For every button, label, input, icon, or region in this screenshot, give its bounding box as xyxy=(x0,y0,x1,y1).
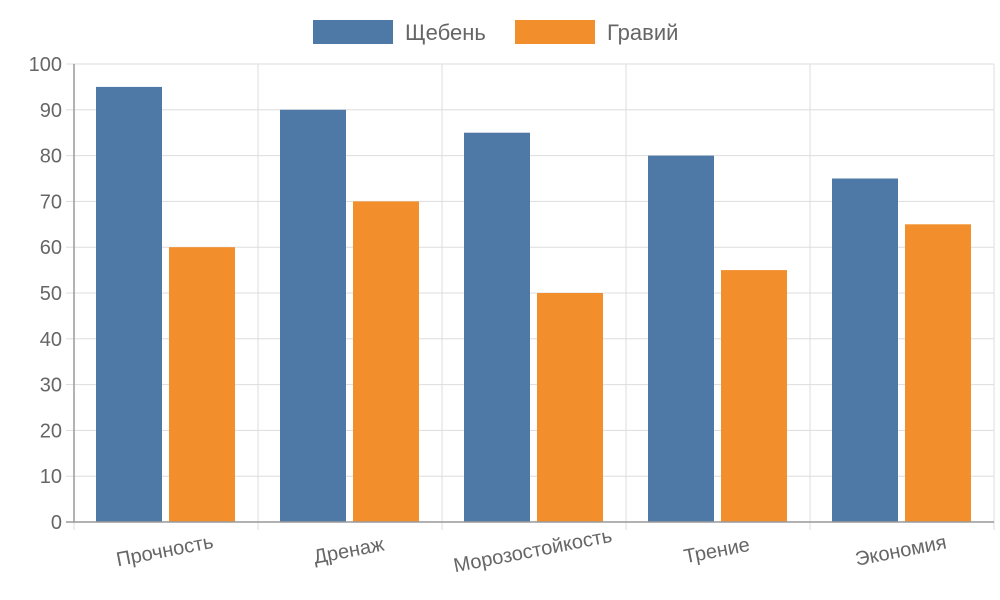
bar-series2-3 xyxy=(721,270,787,522)
y-tick-label: 10 xyxy=(40,466,62,488)
bar-series1-0 xyxy=(96,86,162,523)
y-tick-label: 60 xyxy=(40,237,62,259)
y-tick-label: 100 xyxy=(29,54,62,76)
bar-series1-4 xyxy=(832,178,898,522)
bar-series1-2 xyxy=(464,132,530,522)
x-tick-label: Морозостойкость xyxy=(452,525,614,577)
bar-series1-3 xyxy=(648,155,714,522)
bar-series2-2 xyxy=(537,293,603,522)
axes xyxy=(66,64,994,523)
y-tick-label: 40 xyxy=(40,329,62,351)
bar-series2-1 xyxy=(353,201,419,522)
legend-label: Щебень xyxy=(405,20,486,45)
y-tick-label: 20 xyxy=(40,420,62,442)
x-tick-label: Трение xyxy=(682,534,752,568)
x-tick-label: Прочность xyxy=(114,531,215,571)
y-tick-label: 30 xyxy=(40,375,62,397)
bar-series2-0 xyxy=(169,247,235,522)
x-tick-label: Экономия xyxy=(853,531,948,570)
y-axis-ticks: 0 10 20 30 40 50 60 70 80 90 100 xyxy=(29,54,62,534)
x-axis-ticks: Прочность Дренаж Морозостойкость Трение Экон… xyxy=(114,525,948,577)
y-tick-label: 0 xyxy=(51,512,62,534)
y-tick-label: 90 xyxy=(40,100,62,122)
y-tick-label: 50 xyxy=(40,283,62,305)
legend-swatch xyxy=(515,20,595,44)
legend-label: Гравий xyxy=(607,20,678,45)
legend-swatch xyxy=(313,20,393,44)
y-tick-label: 80 xyxy=(40,146,62,168)
y-tick-label: 70 xyxy=(40,191,62,213)
legend: Щебень Гравий xyxy=(313,20,678,45)
bar-series1-1 xyxy=(280,109,346,523)
bar-series2-4 xyxy=(905,224,971,523)
bars xyxy=(96,86,971,523)
x-tick-label: Дренаж xyxy=(312,533,387,568)
